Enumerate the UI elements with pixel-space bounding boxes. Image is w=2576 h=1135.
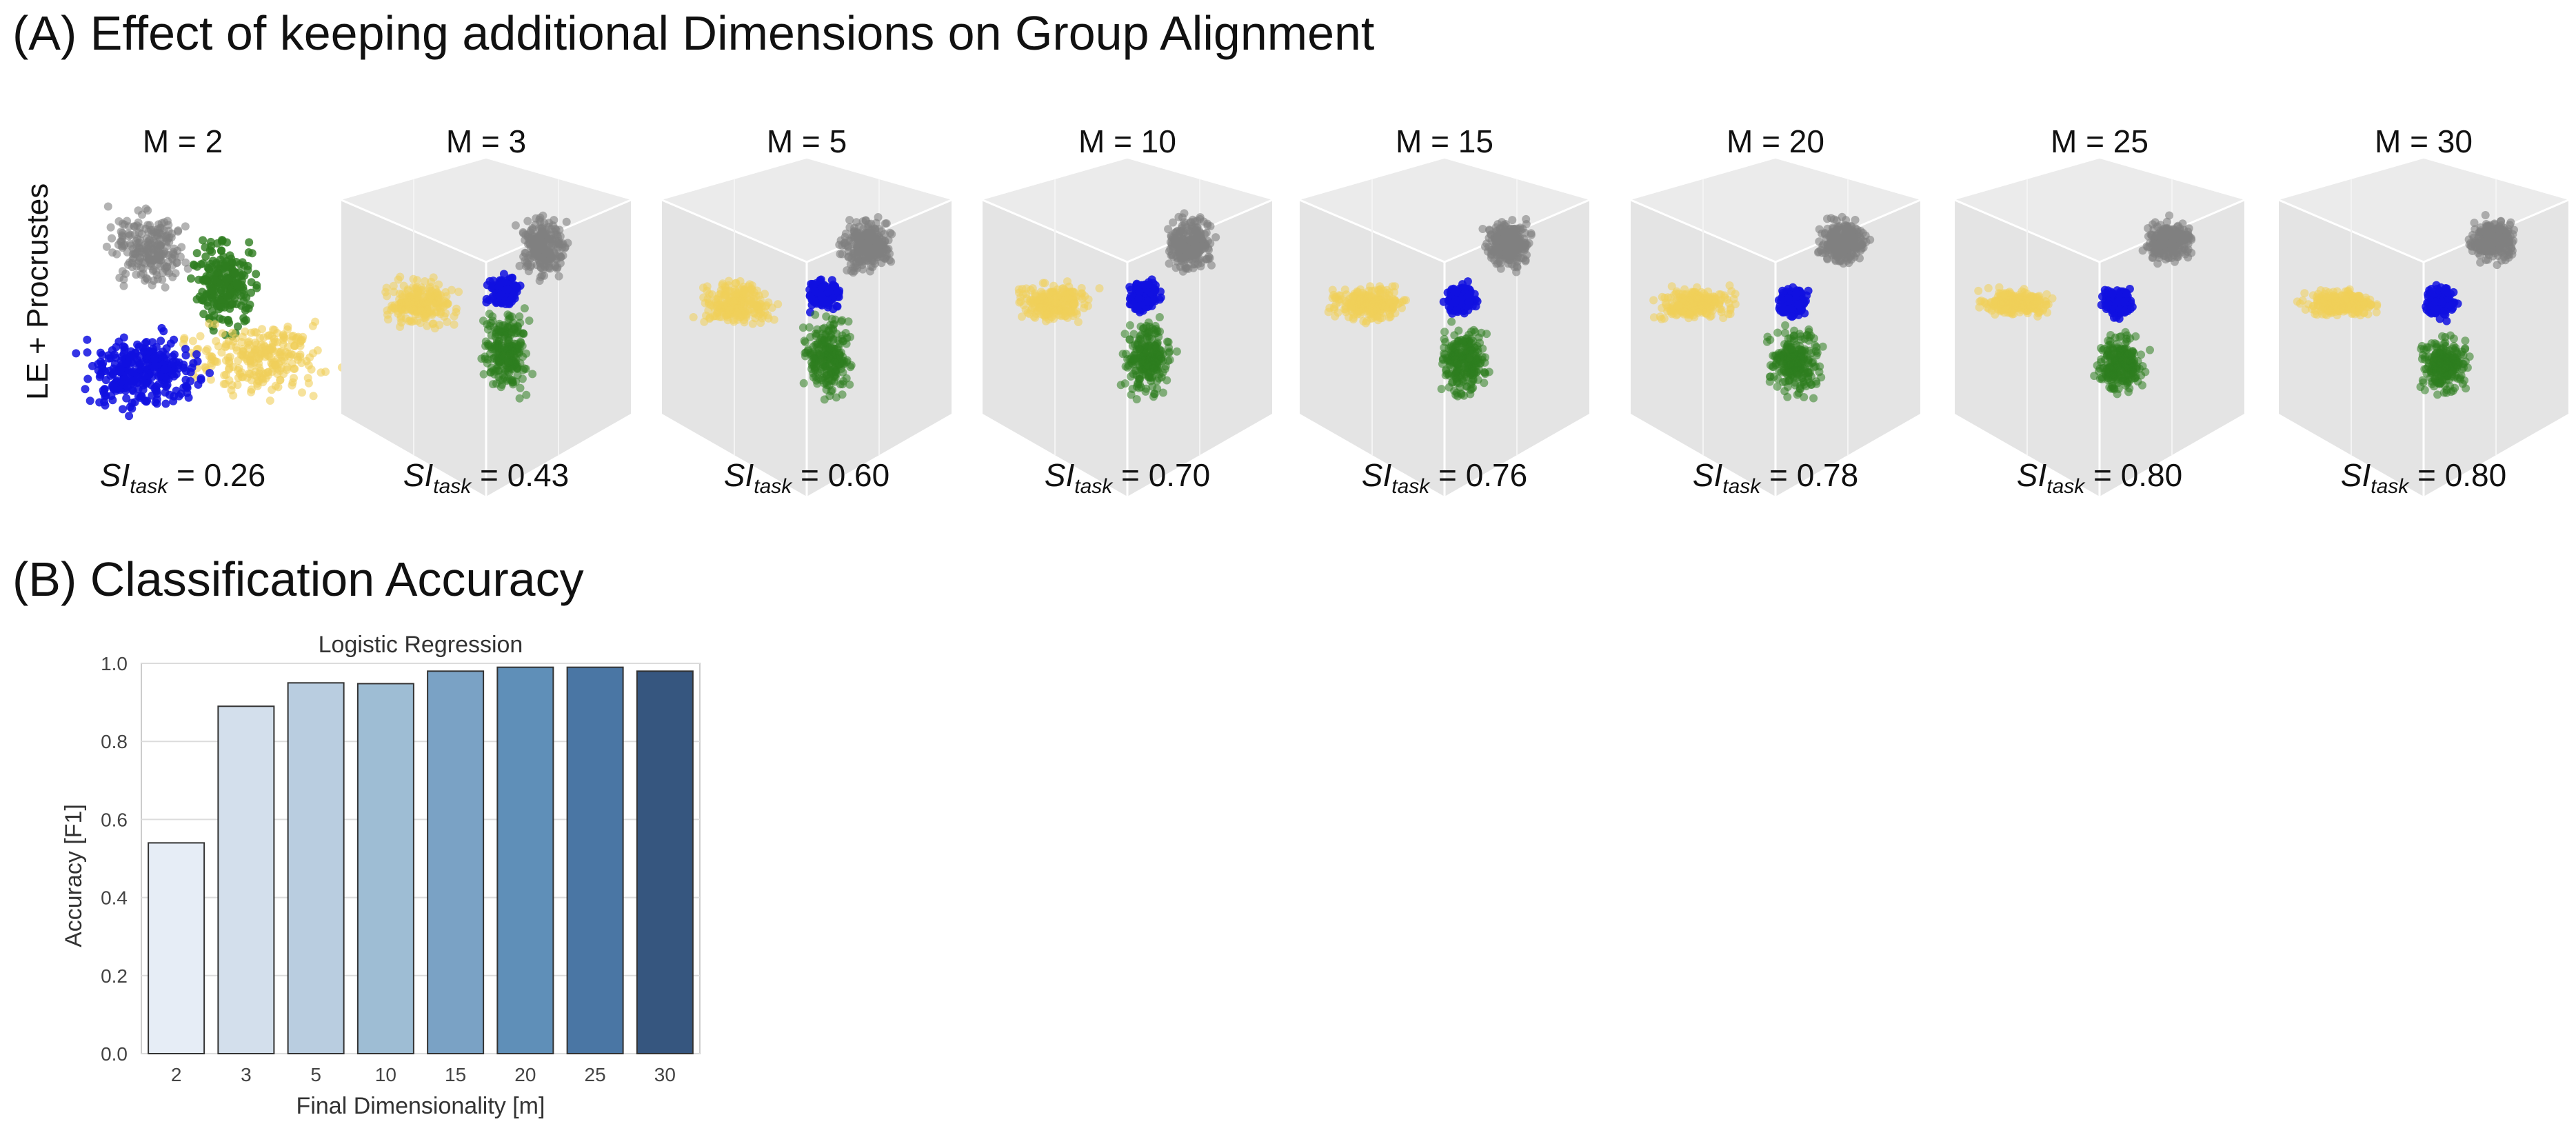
panel-5	[1299, 159, 1590, 496]
x-tick-label: 2	[171, 1064, 182, 1085]
bar-2	[148, 842, 205, 1054]
y-tick-label: 0.2	[101, 965, 128, 987]
y-tick-label: 0.8	[101, 731, 128, 752]
cluster-yellow	[689, 277, 783, 328]
panel-4	[982, 159, 1273, 496]
cluster-green	[2090, 328, 2154, 399]
si-task-label: SItask = 0.26	[99, 457, 266, 499]
si-task-label: SItask = 0.80	[2340, 457, 2507, 499]
cluster-yellow	[1974, 283, 2057, 321]
panel-title: M = 10	[1078, 123, 1176, 159]
x-tick-label: 10	[375, 1064, 396, 1085]
si-task-label: SItask = 0.76	[1361, 457, 1528, 499]
x-axis-label: Final Dimensionality [m]	[296, 1093, 545, 1119]
section-a-title: (A) Effect of keeping additional Dimensi…	[12, 6, 1375, 60]
panel-3	[661, 159, 952, 496]
cluster-green	[1116, 313, 1181, 403]
y-axis-label: Accuracy [F1]	[61, 804, 87, 947]
bar-5	[287, 682, 345, 1055]
cluster-yellow	[1014, 277, 1104, 326]
x-tick-label: 15	[445, 1064, 466, 1085]
x-tick-label: 3	[241, 1064, 252, 1085]
cluster-gray	[2138, 211, 2196, 268]
cluster-blue	[2097, 285, 2137, 323]
panel-6	[1630, 159, 1921, 496]
cluster-yellow	[1649, 281, 1740, 323]
y-tick-label: 0.4	[101, 887, 128, 909]
bar-25	[566, 666, 624, 1055]
bar-20	[496, 666, 554, 1055]
si-task-label: SItask = 0.80	[2016, 457, 2183, 499]
si-task-label: SItask = 0.43	[403, 457, 570, 499]
cluster-gray	[1478, 214, 1536, 277]
x-tick-label: 20	[514, 1064, 536, 1085]
bar-15	[427, 670, 485, 1054]
bar-30	[636, 670, 694, 1054]
x-tick-label: 30	[654, 1064, 676, 1085]
chart-title: Logistic Regression	[319, 632, 523, 658]
cluster-green	[187, 236, 261, 341]
cluster-gray	[1164, 209, 1220, 276]
cluster-gray	[102, 202, 192, 292]
cluster-yellow	[1324, 282, 1410, 328]
x-tick-label: 25	[585, 1064, 606, 1085]
cluster-green	[1762, 321, 1827, 403]
panel-1	[72, 202, 351, 421]
cluster-blue	[805, 275, 844, 317]
panel-title: M = 30	[2375, 123, 2473, 159]
cluster-yellow	[381, 272, 463, 333]
panel-title: M = 15	[1396, 123, 1493, 159]
accuracy-bar-chart: Logistic Regression Final Dimensionality…	[61, 632, 701, 1119]
si-task-label: SItask = 0.78	[1692, 457, 1859, 499]
panel-title: M = 20	[1727, 123, 1824, 159]
y-tick-label: 0.6	[101, 809, 128, 830]
panel-title: M = 3	[445, 123, 527, 159]
panel-2	[341, 159, 632, 496]
cluster-yellow	[179, 317, 351, 405]
bar-3	[217, 705, 275, 1054]
cluster-green	[798, 310, 856, 404]
panel-7	[1954, 159, 2245, 496]
embedding-panels	[72, 159, 2569, 496]
cluster-blue	[72, 323, 214, 421]
cluster-blue	[1125, 275, 1165, 317]
cluster-green	[2416, 331, 2474, 399]
section-b-title: (B) Classification Accuracy	[12, 552, 584, 606]
cluster-yellow	[2293, 285, 2382, 320]
panel-title: M = 2	[142, 123, 223, 159]
cluster-gray	[2464, 211, 2518, 270]
si-task-label: SItask = 0.60	[723, 457, 890, 499]
cluster-gray	[511, 211, 572, 285]
panel-title: M = 5	[766, 123, 847, 159]
cluster-blue	[1774, 283, 1813, 321]
cluster-green	[1437, 317, 1493, 401]
cluster-blue	[2422, 281, 2462, 325]
cluster-blue	[482, 270, 525, 309]
panel-8	[2278, 159, 2569, 496]
cluster-gray	[835, 213, 896, 277]
cluster-gray	[1813, 212, 1875, 268]
cluster-green	[477, 304, 537, 403]
bar-10	[356, 683, 414, 1054]
y-tick-label: 1.0	[101, 653, 128, 674]
panel-title: M = 25	[2051, 123, 2149, 159]
y-tick-label: 0.0	[101, 1043, 128, 1065]
x-tick-label: 5	[310, 1064, 321, 1085]
si-task-label: SItask = 0.70	[1044, 457, 1211, 499]
cluster-blue	[1439, 277, 1482, 318]
